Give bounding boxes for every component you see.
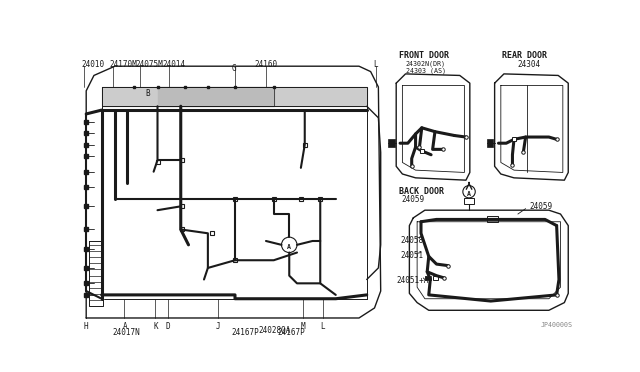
Text: BACK DOOR: BACK DOOR [399,187,444,196]
Text: REAR DOOR: REAR DOOR [502,51,547,60]
Polygon shape [90,241,103,307]
Text: 24017N: 24017N [113,328,140,337]
Text: 24058: 24058 [400,235,423,245]
Text: 24059: 24059 [529,202,552,212]
Text: 24075M: 24075M [136,60,164,69]
Text: 24167P: 24167P [231,328,259,337]
Text: 24059: 24059 [402,195,425,204]
Text: G: G [231,64,236,73]
FancyBboxPatch shape [425,276,431,280]
Text: D: D [165,322,170,331]
Text: 24051+A: 24051+A [396,276,429,285]
Text: B: B [146,89,150,98]
Text: JP40000S: JP40000S [540,322,572,328]
Text: 24167P: 24167P [278,328,305,337]
Polygon shape [157,87,274,106]
Text: K: K [154,322,158,331]
Text: FRONT DOOR: FRONT DOOR [399,51,449,60]
Text: 24010: 24010 [81,60,105,69]
Text: 24170M: 24170M [109,60,137,69]
Text: A: A [123,322,127,331]
Text: J: J [216,322,220,331]
FancyBboxPatch shape [487,140,493,147]
Polygon shape [102,87,367,106]
Text: L: L [373,60,378,69]
Text: 24028QA: 24028QA [259,326,291,335]
Text: 24303 (AS): 24303 (AS) [406,68,445,74]
Text: 24160: 24160 [254,60,278,69]
Text: A: A [467,190,471,197]
Text: 24304: 24304 [518,60,541,69]
Text: A: A [287,244,291,250]
FancyBboxPatch shape [388,140,395,147]
Text: H: H [84,322,88,331]
Text: M: M [301,322,305,331]
Text: 24014: 24014 [163,60,186,69]
Text: L: L [320,322,325,331]
Text: 24302N(DR): 24302N(DR) [406,60,445,67]
Text: 24051: 24051 [400,251,423,260]
